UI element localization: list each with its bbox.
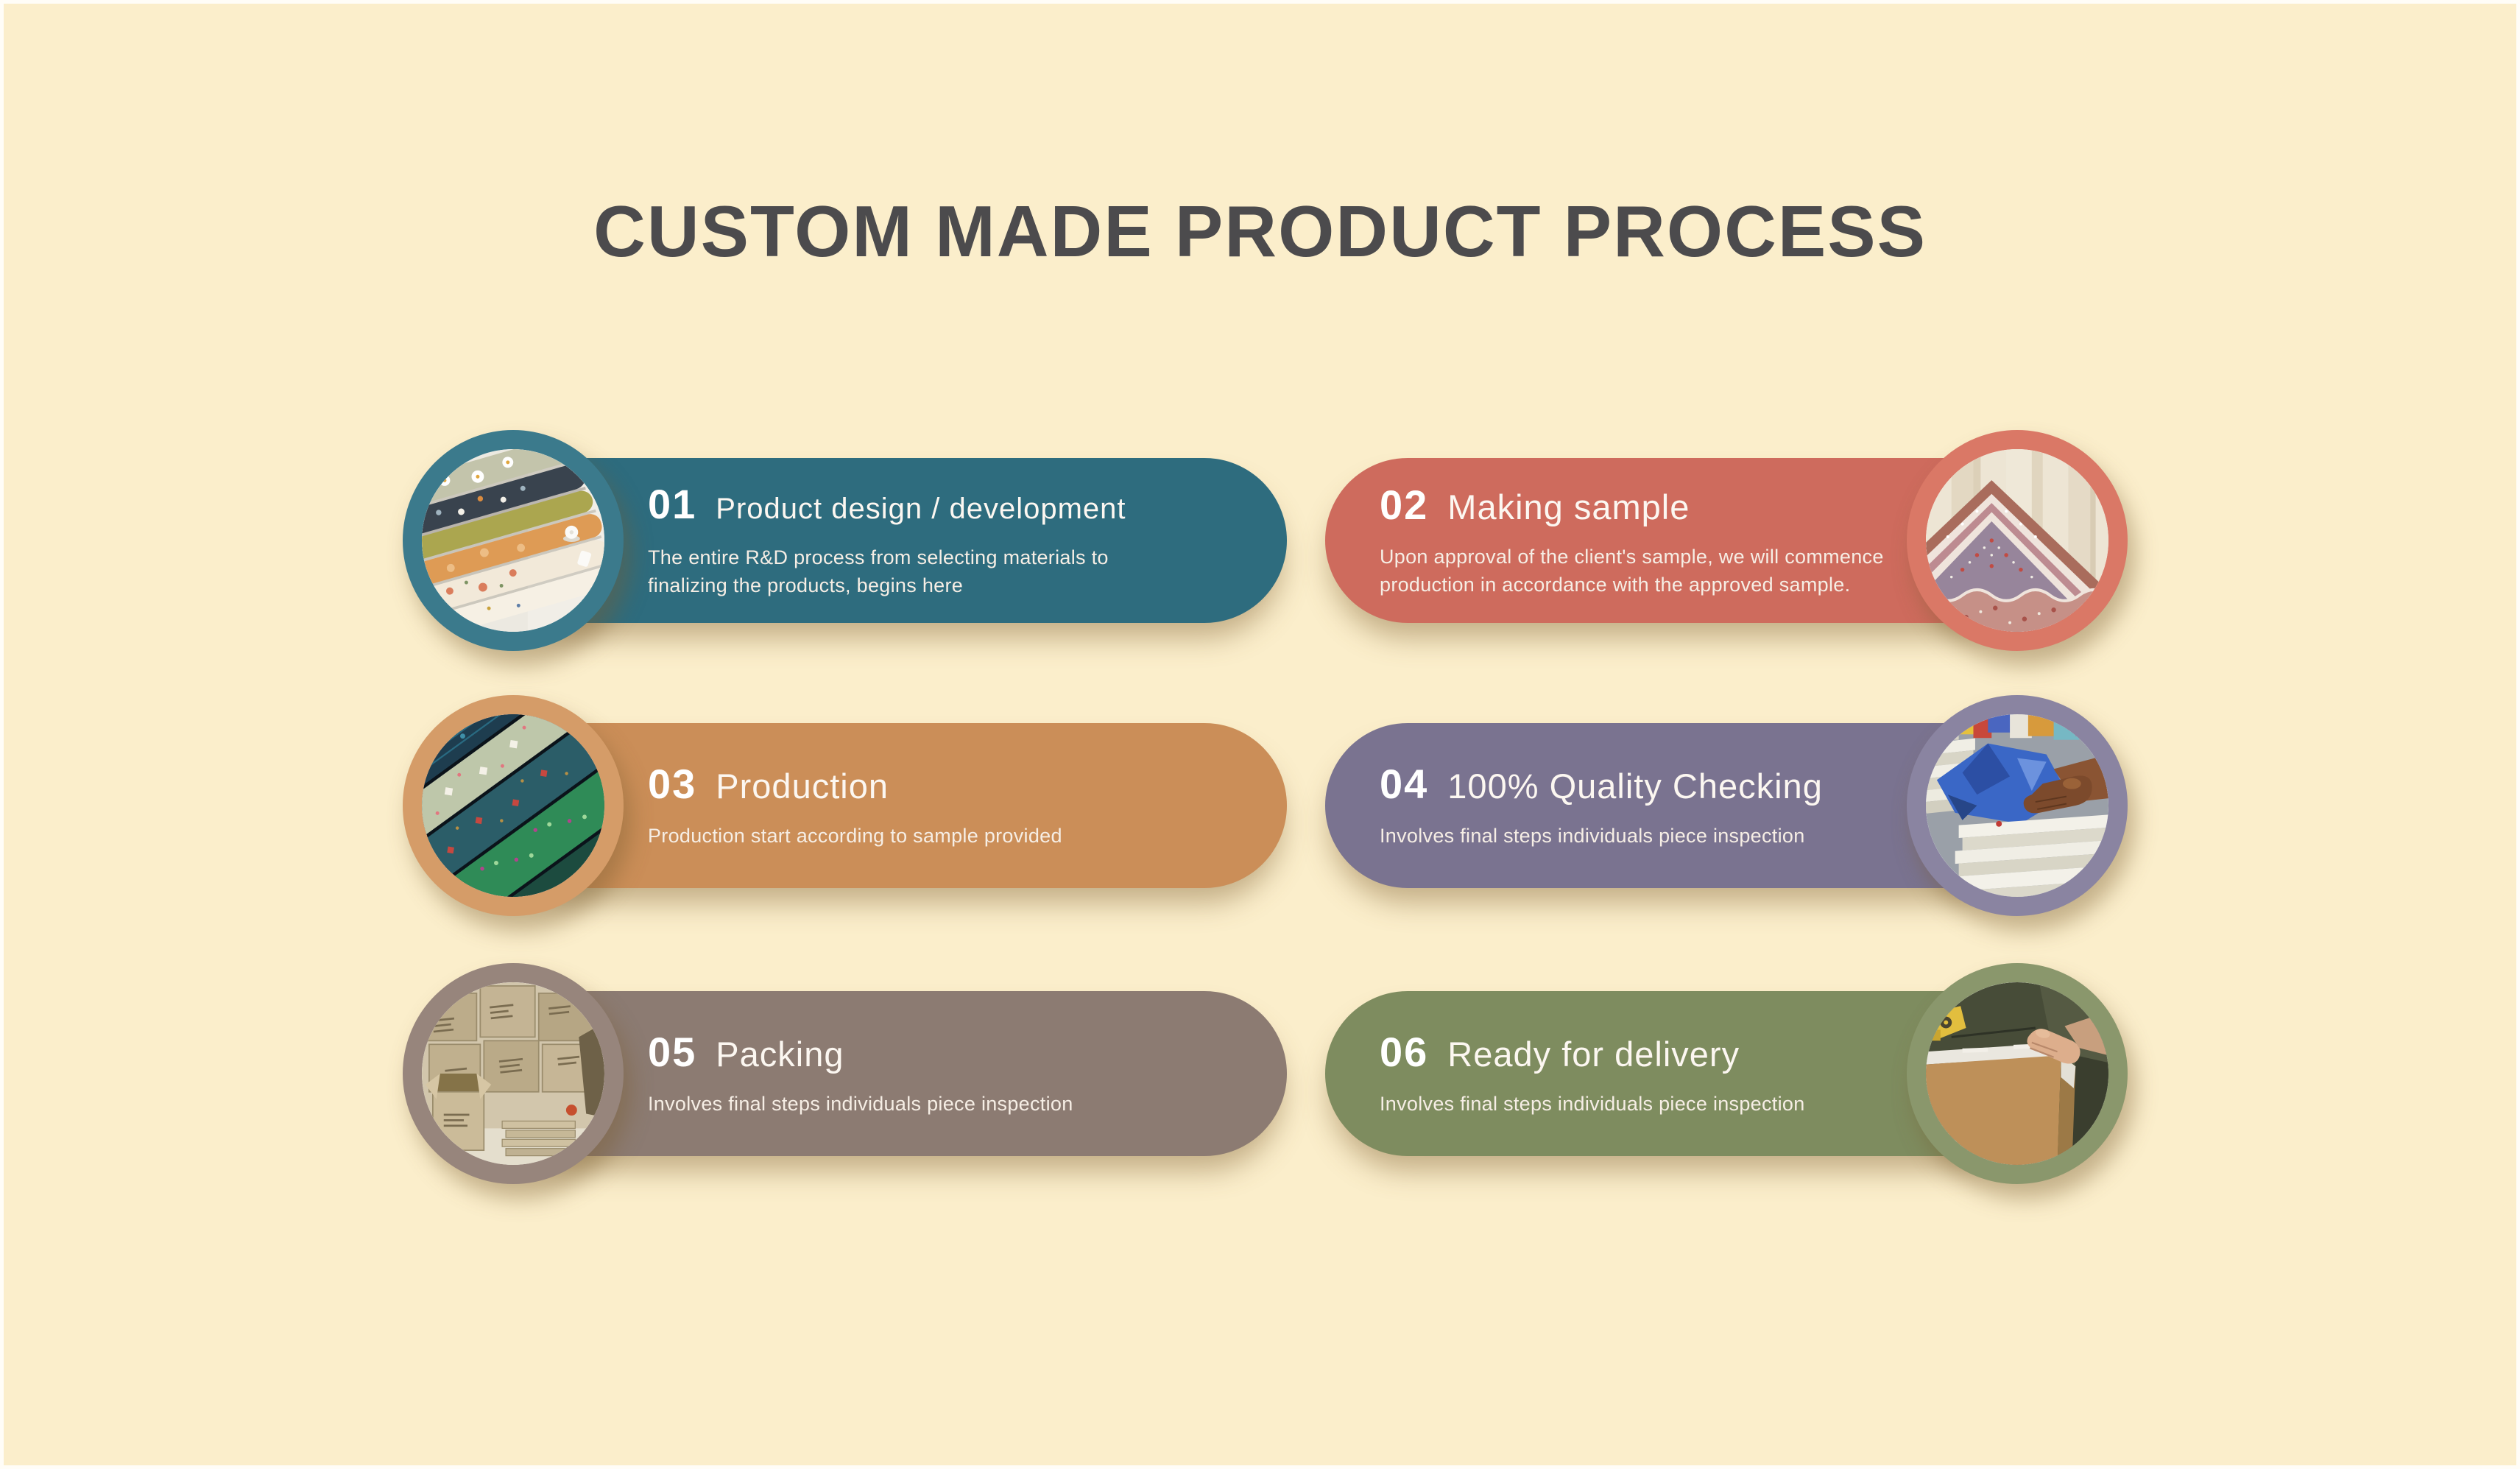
box-taping-illustration [1926, 982, 2108, 1165]
step-03-photo-circle [403, 695, 624, 916]
step-02-head: 02 Making sample [1380, 482, 1690, 528]
step-02-photo-circle [1907, 430, 2128, 651]
step-02-pill: 02 Making sample Upon approval of the cl… [1325, 458, 2030, 623]
step-description: Involves final steps individuals piece i… [648, 1093, 1073, 1115]
step-04-photo-circle [1907, 695, 2128, 916]
step-05-photo-circle [403, 963, 624, 1184]
step-04-head: 04 100% Quality Checking [1380, 761, 1823, 807]
page-title: CUSTOM MADE PRODUCT PROCESS [593, 191, 1927, 272]
step-title: Making sample [1447, 487, 1690, 526]
step-06-head: 06 Ready for delivery [1380, 1029, 1740, 1075]
step-03-pill: 03 Production Production start according… [501, 723, 1287, 888]
step-description: Involves final steps individuals piece i… [1380, 1093, 1805, 1115]
step-number: 03 [648, 761, 697, 807]
step-title: Packing [716, 1035, 844, 1074]
step-05-head: 05 Packing [648, 1029, 844, 1075]
step-06-photo-circle [1907, 963, 2128, 1184]
step-number: 04 [1380, 761, 1429, 807]
step-01-head: 01 Product design / development [648, 482, 1126, 529]
step-title: Production [716, 767, 889, 806]
cardboard-boxes-illustration [422, 982, 604, 1165]
step-title: Ready for delivery [1447, 1035, 1740, 1074]
step-number: 05 [648, 1029, 697, 1075]
step-title: Product design / development [716, 493, 1126, 525]
box-taping-photo [1926, 982, 2108, 1165]
floral-fabric-rolls-illustration [422, 449, 604, 632]
patterned-fabric-rolls-illustration [422, 714, 604, 897]
folded-sample-kerchief-illustration [1926, 449, 2108, 632]
step-number: 01 [648, 481, 697, 527]
floral-fabric-rolls-photo [422, 449, 604, 632]
garment-inspection-photo [1926, 714, 2108, 897]
step-01-pill: 01 Product design / development The enti… [501, 458, 1287, 623]
step-03-head: 03 Production [648, 761, 889, 807]
step-description: Upon approval of the client's sample, we… [1380, 546, 1884, 596]
folded-sample-kerchief-photo [1926, 449, 2108, 632]
step-title: 100% Quality Checking [1447, 767, 1823, 806]
step-description: Production start according to sample pro… [648, 825, 1062, 847]
step-number: 02 [1380, 482, 1429, 528]
step-01-photo-circle [403, 430, 624, 651]
step-description: Involves final steps individuals piece i… [1380, 825, 1805, 847]
patterned-fabric-rolls-photo [422, 714, 604, 897]
garment-inspection-illustration [1926, 714, 2108, 897]
step-number: 06 [1380, 1029, 1429, 1075]
step-description: The entire R&D process from selecting ma… [648, 546, 1109, 596]
step-05-pill: 05 Packing Involves final steps individu… [501, 991, 1287, 1156]
cardboard-boxes-photo [422, 982, 604, 1165]
